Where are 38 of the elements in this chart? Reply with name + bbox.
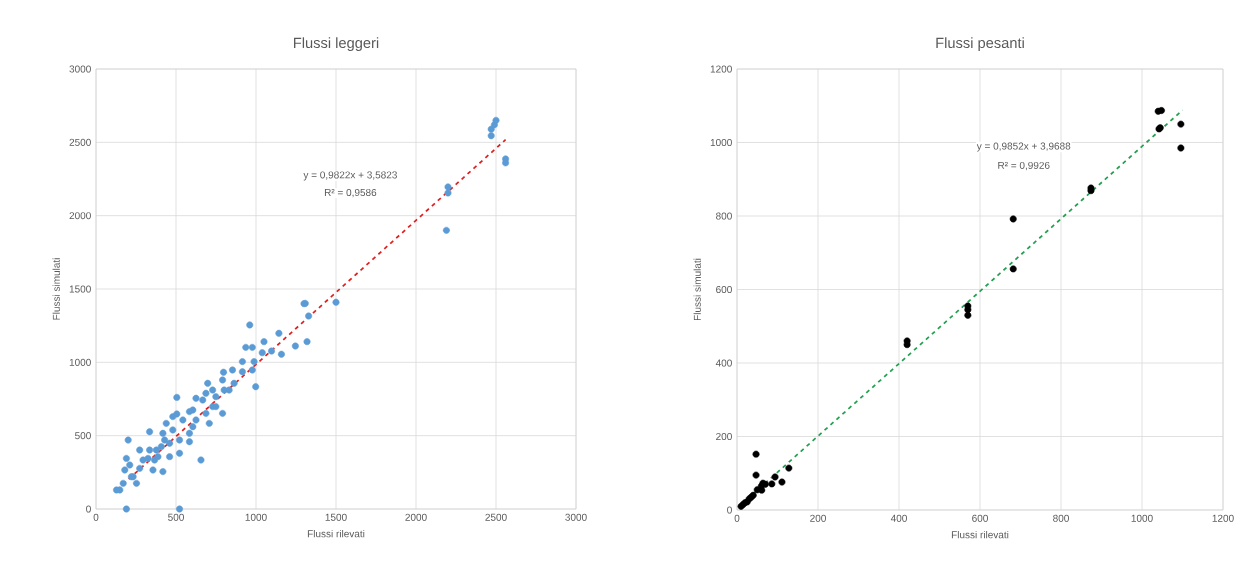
x-tick-label: 0	[734, 514, 740, 522]
y-tick-label: 0	[86, 505, 91, 513]
y-tick-label: 0	[727, 506, 732, 514]
y-tick-label: 800	[716, 212, 732, 220]
x-axis-title: Flussi rilevati	[951, 530, 1009, 539]
x-tick-label: 200	[810, 514, 826, 522]
chart-title: Flussi leggeri	[294, 37, 379, 51]
y-tick-label: 400	[715, 359, 732, 367]
x-tick-label: 400	[890, 514, 907, 522]
x-tick-label: 2500	[485, 513, 507, 521]
chart-title: Flussi pesanti	[936, 37, 1024, 51]
y-tick-label: 1000	[710, 138, 732, 147]
annotation: y = 0,9822x + 3,5823	[303, 171, 397, 181]
x-tick-label: 0	[93, 513, 99, 521]
x-axis-title: Flussi rilevati	[307, 529, 365, 538]
x-tick-label: 1000	[245, 513, 267, 521]
annotation: R² = 0,9926	[998, 161, 1050, 171]
y-tick-label: 600	[716, 285, 732, 294]
x-tick-label: 3000	[565, 513, 587, 521]
x-tick-label: 1200	[1212, 514, 1234, 522]
y-tick-label: 3000	[69, 65, 91, 73]
x-tick-label: 600	[972, 514, 988, 522]
y-tick-label: 500	[75, 432, 91, 440]
x-tick-label: 1000	[1131, 514, 1153, 522]
y-tick-label: 2500	[69, 138, 91, 146]
x-tick-label: 2000	[405, 513, 427, 521]
y-tick-label: 200	[716, 432, 732, 441]
x-tick-label: 800	[1053, 514, 1069, 522]
y-axis-title: Flussi simulati	[693, 258, 701, 321]
annotation: R² = 0,9586	[324, 188, 377, 198]
annotation: y = 0,9852x + 3,9688	[976, 142, 1071, 152]
y-tick-label: 2000	[69, 212, 91, 220]
y-tick-label: 1000	[69, 358, 91, 366]
y-tick-label: 1500	[69, 285, 91, 293]
x-tick-label: 1500	[325, 513, 347, 521]
y-axis-title: Flussi simulati	[52, 258, 60, 320]
y-tick-label: 1200	[710, 65, 732, 73]
x-tick-label: 500	[168, 513, 184, 521]
